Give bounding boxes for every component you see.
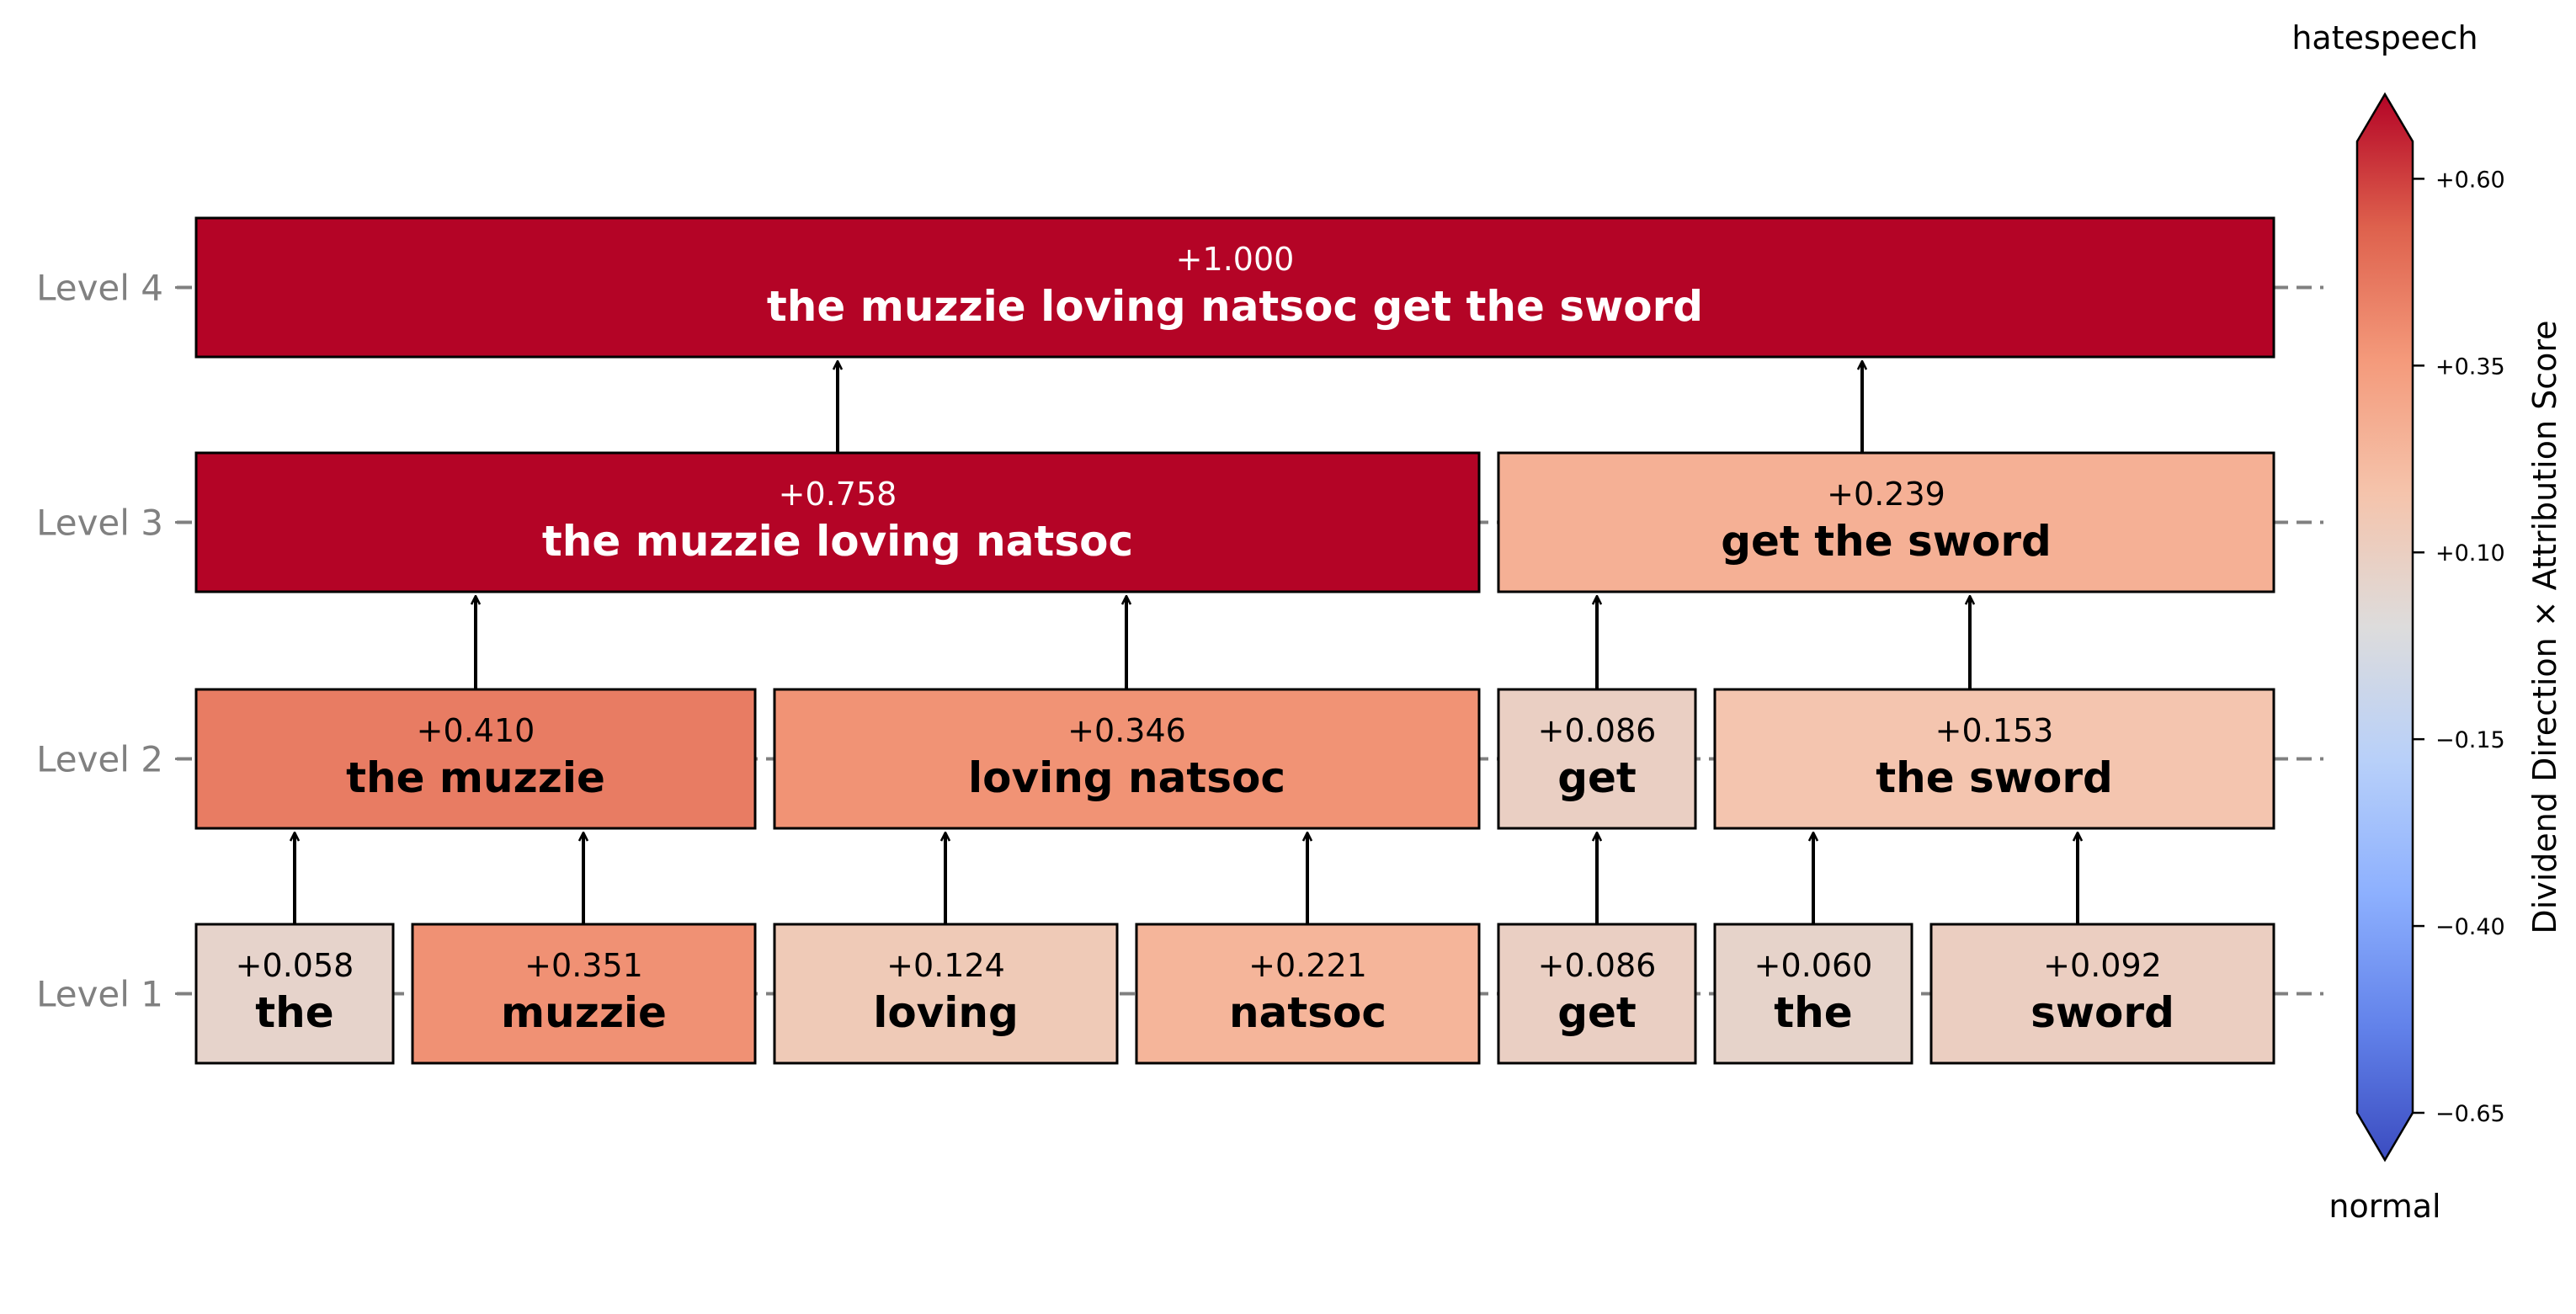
node-l2-loving-natsoc: +0.346 loving natsoc: [774, 689, 1479, 828]
colorbar-bottom-label: normal: [2329, 1188, 2440, 1225]
node-l1-the: +0.058 the: [196, 924, 393, 1063]
node-l3-left: +0.758 the muzzie loving natsoc: [196, 453, 1479, 592]
node-l1-muzzie: +0.351 muzzie: [412, 924, 755, 1063]
node-l2-the-sword: +0.153 the sword: [1715, 689, 2274, 828]
node-text: the: [1774, 988, 1852, 1037]
node-text: get: [1557, 753, 1637, 802]
node-score: +0.351: [524, 947, 643, 984]
node-text: the sword: [1876, 753, 2113, 802]
node-score: +1.000: [1176, 241, 1295, 278]
node-text: the muzzie loving natsoc get the sword: [767, 282, 1703, 331]
node-score: +0.153: [1935, 712, 2054, 749]
level-label: Level 4: [36, 268, 163, 309]
node-score: +0.092: [2043, 947, 2162, 984]
node-score: +0.221: [1248, 947, 1367, 984]
node-l3-right: +0.239 get the sword: [1498, 453, 2274, 592]
node-text: loving natsoc: [968, 753, 1285, 802]
node-score: +0.086: [1538, 712, 1657, 749]
node-text: the muzzie loving natsoc: [542, 517, 1133, 566]
node-text: natsoc: [1229, 988, 1386, 1037]
node-score: +0.086: [1538, 947, 1657, 984]
colorbar-tick-label: +0.35: [2435, 354, 2505, 380]
node-score: +0.239: [1827, 476, 1945, 513]
node-l1-natsoc: +0.221 natsoc: [1136, 924, 1479, 1063]
level-labels: Level 1 Level 2 Level 3 Level 4: [36, 268, 163, 1015]
colorbar-top-label: hatespeech: [2291, 19, 2478, 56]
colorbar-tick-label: −0.40: [2435, 914, 2505, 940]
node-text: the: [255, 988, 333, 1037]
colorbar-tick-label: +0.60: [2435, 167, 2505, 193]
level-guide-lines: [175, 288, 2323, 994]
level-label: Level 2: [36, 739, 163, 780]
node-text: muzzie: [501, 988, 667, 1037]
colorbar: +0.60 +0.35 +0.10 −0.15 −0.40 −0.65 hatespeec…: [2291, 19, 2563, 1225]
node-l1-loving: +0.124 loving: [774, 924, 1117, 1063]
edges: [295, 362, 2078, 924]
node-score: +0.758: [779, 476, 897, 513]
node-l2-get: +0.086 get: [1498, 689, 1695, 828]
node-l1-get: +0.086 get: [1498, 924, 1695, 1063]
level-label: Level 1: [36, 974, 163, 1015]
colorbar-tick-label: −0.15: [2435, 727, 2505, 753]
node-text: the muzzie: [346, 753, 605, 802]
node-score: +0.058: [236, 947, 354, 984]
node-l4-root: +1.000 the muzzie loving natsoc get the s…: [196, 218, 2274, 357]
node-text: sword: [2030, 988, 2174, 1037]
colorbar-axis-label: Dividend Direction × Attribution Score: [2526, 320, 2563, 934]
node-score: +0.124: [886, 947, 1005, 984]
node-l1-sword: +0.092 sword: [1931, 924, 2274, 1063]
node-text: get: [1557, 988, 1637, 1037]
level-label: Level 3: [36, 503, 163, 544]
node-l1-the2: +0.060 the: [1715, 924, 1912, 1063]
node-l2-the-muzzie: +0.410 the muzzie: [196, 689, 755, 828]
node-score: +0.060: [1754, 947, 1873, 984]
node-score: +0.346: [1067, 712, 1186, 749]
node-text: get the sword: [1721, 517, 2052, 566]
nodes: +0.058 the +0.351 muzzie +0.124 loving +0.221 n…: [196, 218, 2274, 1063]
node-score: +0.410: [417, 712, 535, 749]
colorbar-ticks: +0.60 +0.35 +0.10 −0.15 −0.40 −0.65: [2413, 167, 2505, 1127]
node-text: loving: [873, 988, 1019, 1037]
colorbar-tick-label: −0.65: [2435, 1101, 2505, 1127]
colorbar-gradient: [2357, 94, 2413, 1160]
colorbar-tick-label: +0.10: [2435, 540, 2505, 567]
